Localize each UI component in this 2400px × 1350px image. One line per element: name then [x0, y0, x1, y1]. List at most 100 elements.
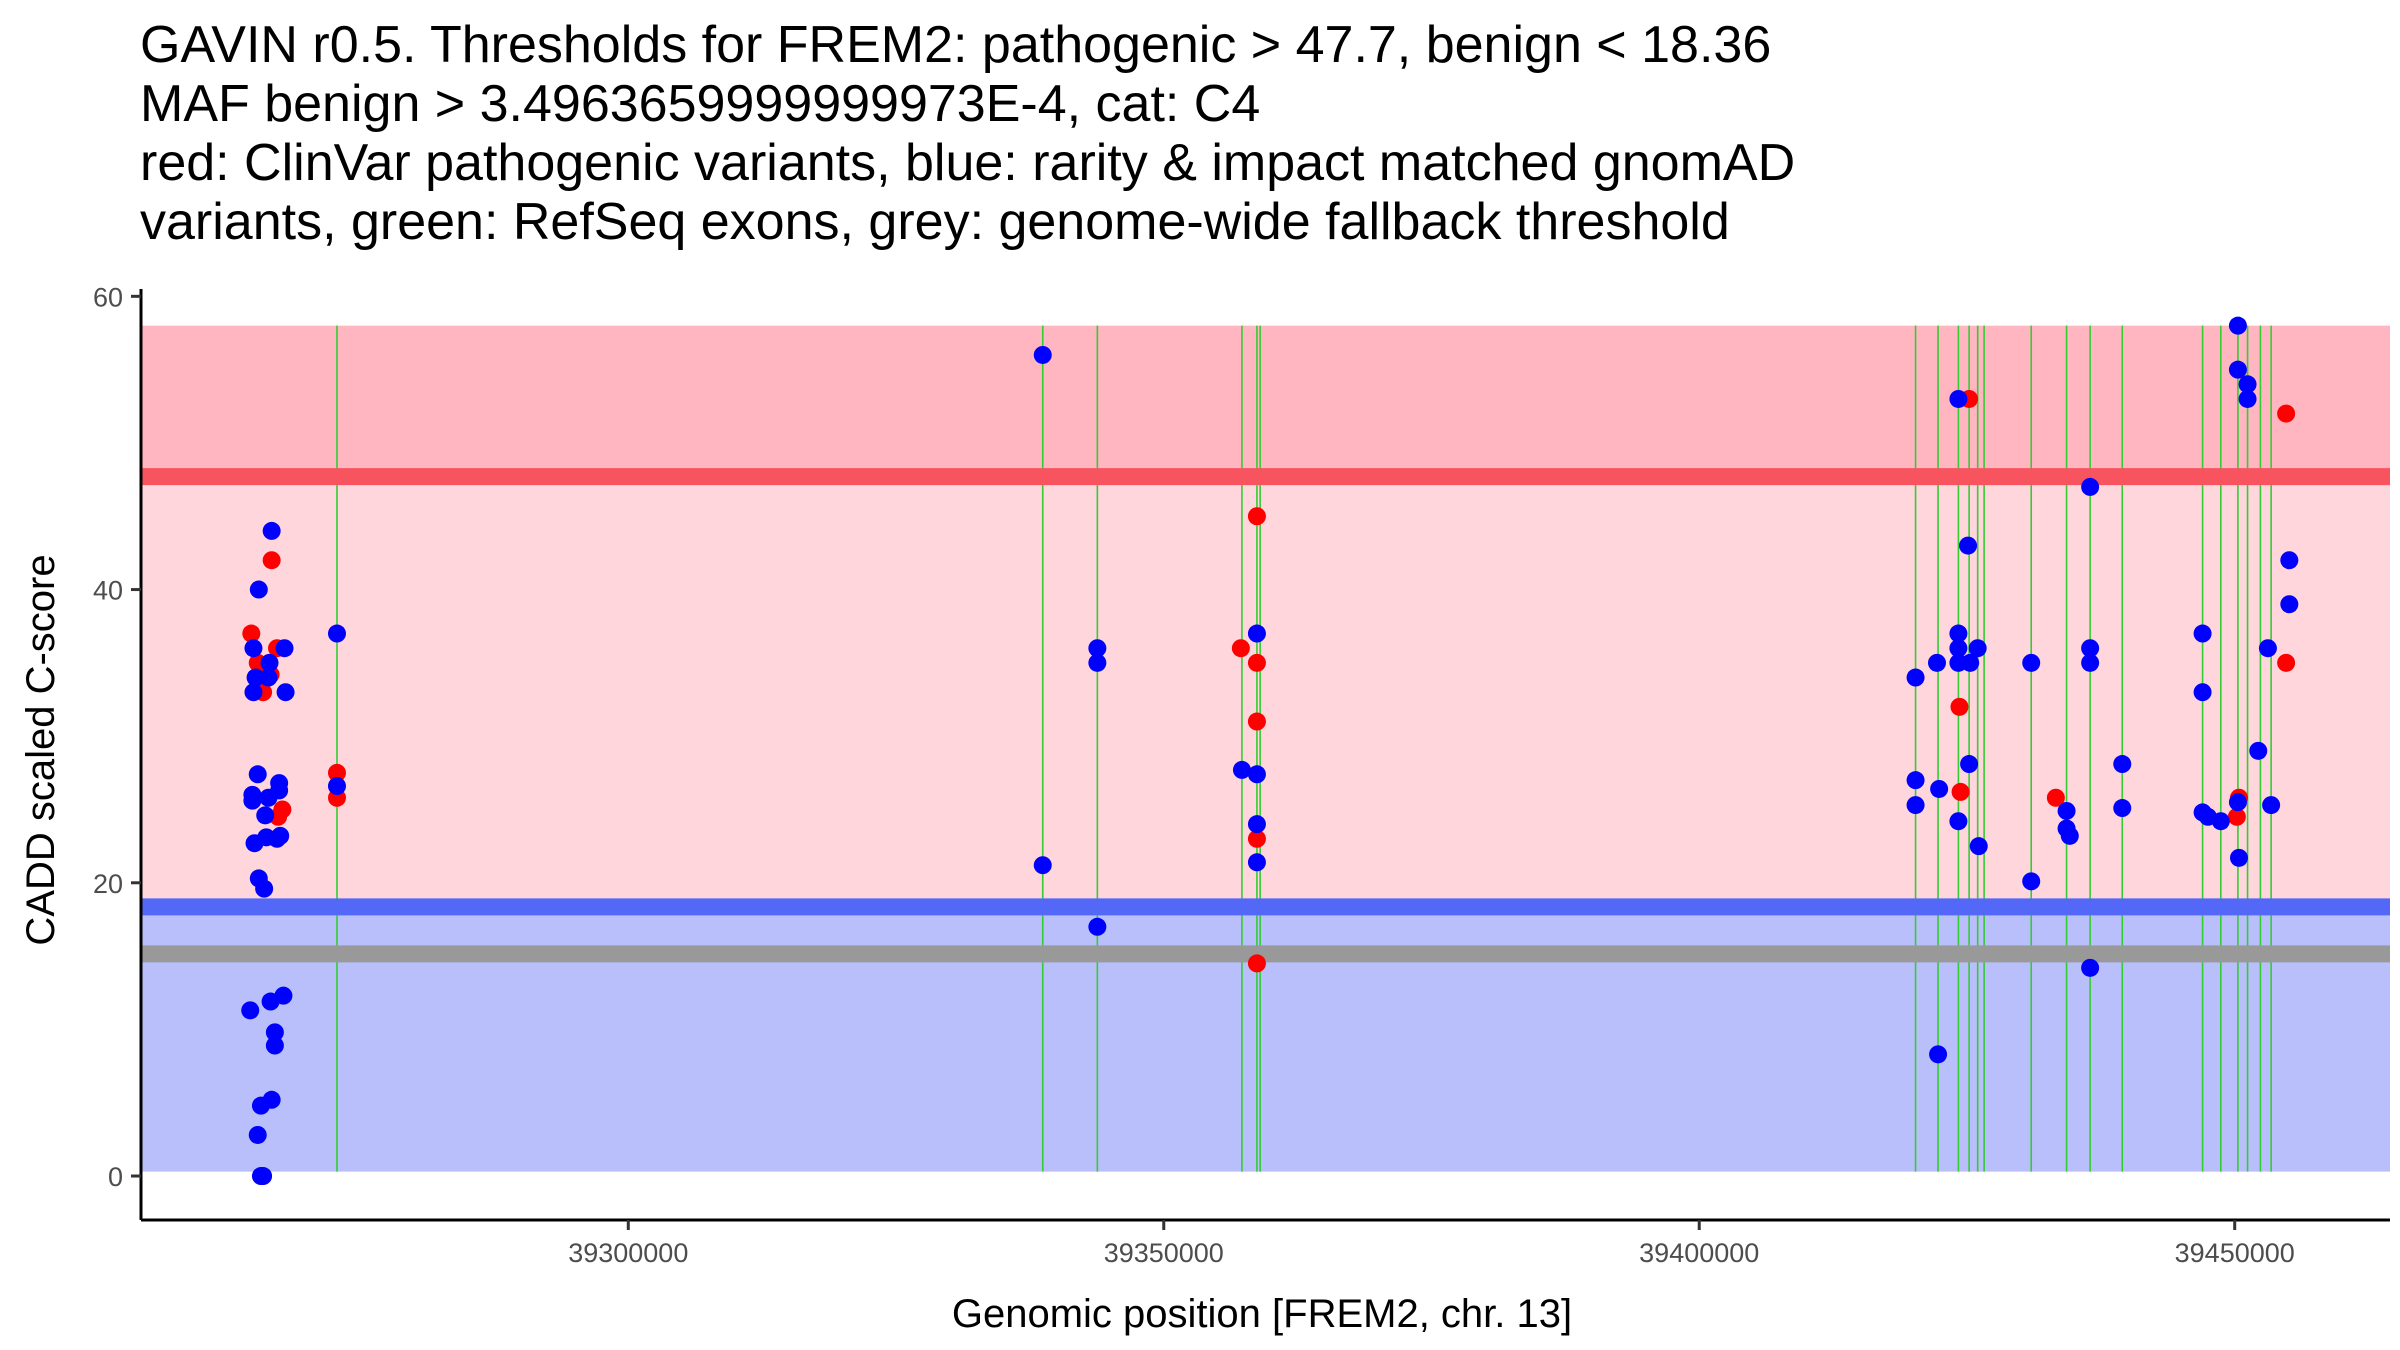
axes: 0 20 40 60 39300000 39350000 39400000 39450000 [93, 282, 2390, 1268]
population-point [1949, 812, 1968, 831]
population-point [1930, 779, 1949, 798]
y-tick-label: 0 [108, 1162, 123, 1192]
population-point [327, 624, 346, 643]
pathogenic-point [273, 800, 292, 819]
title-line-4: variants, green: RefSeq exons, grey: gen… [140, 193, 1730, 251]
population-point [2228, 316, 2247, 335]
population-point [1949, 639, 1968, 658]
population-point [1960, 755, 1979, 774]
pathogenic-region [141, 325, 2390, 477]
population-point [2081, 653, 2100, 672]
population-point [2081, 639, 2100, 658]
population-point [2193, 683, 2212, 702]
population-point [2057, 801, 2076, 820]
title-line-2: MAF benign > 3.4963659999999973E-4, cat:… [140, 75, 1260, 133]
population-point [2238, 389, 2257, 408]
population-point [2262, 796, 2281, 815]
population-point [275, 639, 294, 658]
population-point [248, 1125, 267, 1144]
population-point [1088, 917, 1107, 936]
pathogenic-point [1247, 653, 1266, 672]
pathogenic-point [1950, 697, 1969, 716]
population-point [262, 521, 281, 540]
population-point [1927, 653, 1946, 672]
population-point [244, 683, 263, 702]
population-point [1033, 856, 1052, 875]
population-point [1247, 624, 1266, 643]
population-point [1968, 639, 1987, 658]
title-line-1: GAVIN r0.5. Thresholds for FREM2: pathog… [140, 16, 1771, 74]
population-point [1929, 1045, 1948, 1064]
pathogenic-point [327, 763, 346, 782]
pathogenic-point [2277, 404, 2296, 423]
population-point [1906, 668, 1925, 687]
y-tick-label: 40 [93, 576, 123, 606]
population-point [1949, 389, 1968, 408]
pathogenic-point [1951, 782, 1970, 801]
population-point [2280, 595, 2299, 614]
population-point [2249, 741, 2268, 760]
population-point [256, 806, 275, 825]
population-point [2060, 826, 2079, 845]
x-tick-label: 39350000 [1104, 1238, 1224, 1268]
population-point [262, 1090, 281, 1109]
pathogenic-point [1247, 712, 1266, 731]
population-point [2280, 551, 2299, 570]
population-point [1247, 765, 1266, 784]
population-point [254, 1167, 273, 1186]
title-line-3: red: ClinVar pathogenic variants, blue: … [140, 134, 1795, 192]
population-point [2022, 653, 2041, 672]
population-point [244, 639, 263, 658]
x-tick-label: 39400000 [1639, 1238, 1759, 1268]
x-axis-title: Genomic position [FREM2, chr. 13] [952, 1292, 1572, 1336]
plot-panel [141, 316, 2390, 1186]
population-point [265, 1036, 284, 1055]
middle-region [141, 476, 2390, 907]
population-point [2211, 812, 2230, 831]
population-point [2113, 799, 2132, 818]
population-point [259, 668, 278, 687]
pathogenic-point [2277, 653, 2296, 672]
population-point [1959, 536, 1978, 555]
pathogenic-point [1231, 639, 1250, 658]
population-point [2081, 477, 2100, 496]
pathogenic-point [1247, 829, 1266, 848]
population-point [1232, 760, 1251, 779]
x-tick-label: 39450000 [2175, 1238, 2295, 1268]
population-point [248, 765, 267, 784]
population-point [2258, 639, 2277, 658]
population-point [243, 791, 262, 810]
pathogenic-point [1247, 954, 1266, 973]
pathogenic-point [2046, 788, 2065, 807]
population-point [255, 879, 274, 898]
population-point [1961, 653, 1980, 672]
population-point [274, 986, 293, 1005]
population-point [270, 781, 289, 800]
population-point [2229, 848, 2248, 867]
pathogenic-point [2227, 807, 2246, 826]
population-point [2113, 755, 2132, 774]
x-tick-label: 39300000 [568, 1238, 688, 1268]
population-point [2081, 958, 2100, 977]
population-point [1247, 853, 1266, 872]
population-point [1247, 815, 1266, 834]
population-point [327, 777, 346, 796]
pathogenic-point [1247, 507, 1266, 526]
chart-title: GAVIN r0.5. Thresholds for FREM2: pathog… [140, 16, 1795, 251]
population-point [2228, 793, 2247, 812]
population-point [271, 826, 290, 845]
population-point [2228, 360, 2247, 379]
population-point [1906, 796, 1925, 815]
population-point [1033, 345, 1052, 364]
population-point [1906, 771, 1925, 790]
y-tick-label: 20 [93, 869, 123, 899]
population-point [249, 580, 268, 599]
population-point [246, 668, 265, 687]
population-point [1969, 837, 1988, 856]
population-point [1088, 653, 1107, 672]
y-axis-title: CADD scaled C-score [19, 554, 63, 945]
population-point [2022, 872, 2041, 891]
population-point [276, 683, 295, 702]
population-point [2238, 375, 2257, 394]
